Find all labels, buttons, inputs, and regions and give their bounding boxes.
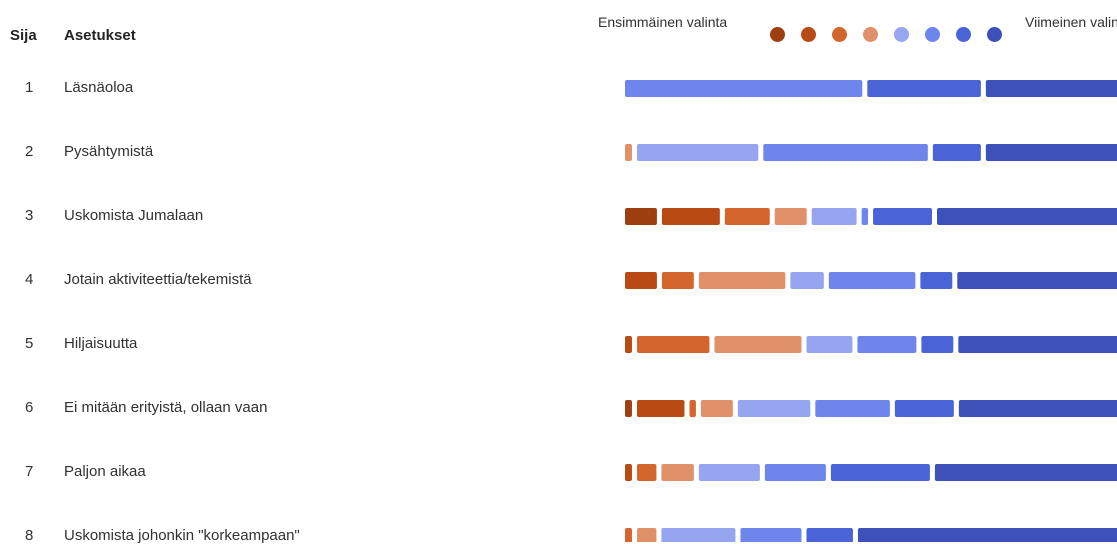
bar-segment [958, 336, 1117, 353]
bar-segment [625, 528, 632, 542]
option-header: Asetukset [64, 27, 136, 44]
bar-segment [873, 208, 932, 225]
legend-dots [770, 27, 1010, 43]
bar-segment [815, 400, 890, 417]
bar-segment [937, 208, 1117, 225]
bar-segment [958, 400, 1117, 417]
row-label: Uskomista johonkin "korkeampaan" [64, 527, 300, 544]
bar-segment [700, 400, 733, 417]
bar-segment [934, 464, 1117, 481]
row-label: Ei mitään erityistä, ollaan vaan [64, 399, 268, 416]
bar-segment [806, 336, 853, 353]
bar-segment [764, 464, 826, 481]
bar-segment [985, 144, 1117, 161]
bar-segment [932, 144, 981, 161]
bar-segment [774, 208, 807, 225]
bar-segment [625, 208, 657, 225]
row-rank: 3 [25, 207, 34, 224]
bar-segment [920, 272, 953, 289]
row-rank: 7 [25, 463, 34, 480]
bar-segment [857, 528, 1117, 542]
bar-segment [625, 272, 657, 289]
row-label: Pysähtymistä [64, 143, 154, 160]
bar-segment [867, 80, 981, 97]
bar-segment [861, 208, 869, 225]
bar-segment [636, 464, 657, 481]
row-rank: 4 [25, 271, 34, 288]
bar-segment [921, 336, 954, 353]
bar-segment [857, 336, 917, 353]
bar-segment [763, 144, 928, 161]
bar-segment [625, 400, 632, 417]
legend-dot [801, 27, 816, 42]
legend-dot [987, 27, 1002, 42]
row-rank: 1 [25, 79, 34, 96]
legend-first-label: Ensimmäinen valinta [598, 14, 728, 30]
row-label: Jotain aktiviteettia/tekemistä [64, 271, 252, 288]
bar-segment [625, 144, 632, 161]
legend-dot [894, 27, 909, 42]
row-rank: 8 [25, 527, 34, 544]
bar-segment [828, 272, 916, 289]
bar-segment [985, 80, 1117, 97]
bar-segment [625, 464, 632, 481]
bar-segment [636, 144, 759, 161]
bar-segment [661, 528, 736, 542]
row-rank: 2 [25, 143, 34, 160]
bar-segment [661, 272, 694, 289]
rank-header: Sija [10, 27, 37, 44]
bar-segment [894, 400, 954, 417]
bar-segment [689, 400, 696, 417]
bar-segment [698, 464, 760, 481]
bar-segment [636, 528, 657, 542]
bar-segment [830, 464, 930, 481]
bar-segment [737, 400, 811, 417]
row-label: Läsnäoloa [64, 79, 134, 96]
row-label: Uskomista Jumalaan [64, 207, 204, 224]
bar-segment [811, 208, 857, 225]
bar-segment [957, 272, 1117, 289]
bar-segment [636, 400, 685, 417]
row-label: Paljon aikaa [64, 463, 146, 480]
row-label: Hiljaisuutta [64, 335, 138, 352]
bar-segment [661, 208, 720, 225]
row-rank: 6 [25, 399, 34, 416]
legend-dot [832, 27, 847, 42]
bar-segment [714, 336, 802, 353]
bar-segment [625, 80, 863, 97]
bar-segment [790, 272, 824, 289]
legend-dot [925, 27, 940, 42]
legend-dot [863, 27, 878, 42]
row-rank: 5 [25, 335, 34, 352]
bar-segment [806, 528, 853, 542]
bar-segment [661, 464, 694, 481]
bar-segment [636, 336, 710, 353]
bar-segment [625, 336, 632, 353]
legend-dot [770, 27, 785, 42]
legend-last-label: Viimeinen valinta [1025, 14, 1117, 30]
bar-segment [724, 208, 770, 225]
bar-segment [740, 528, 802, 542]
bar-segment [698, 272, 786, 289]
legend-dot [956, 27, 971, 42]
